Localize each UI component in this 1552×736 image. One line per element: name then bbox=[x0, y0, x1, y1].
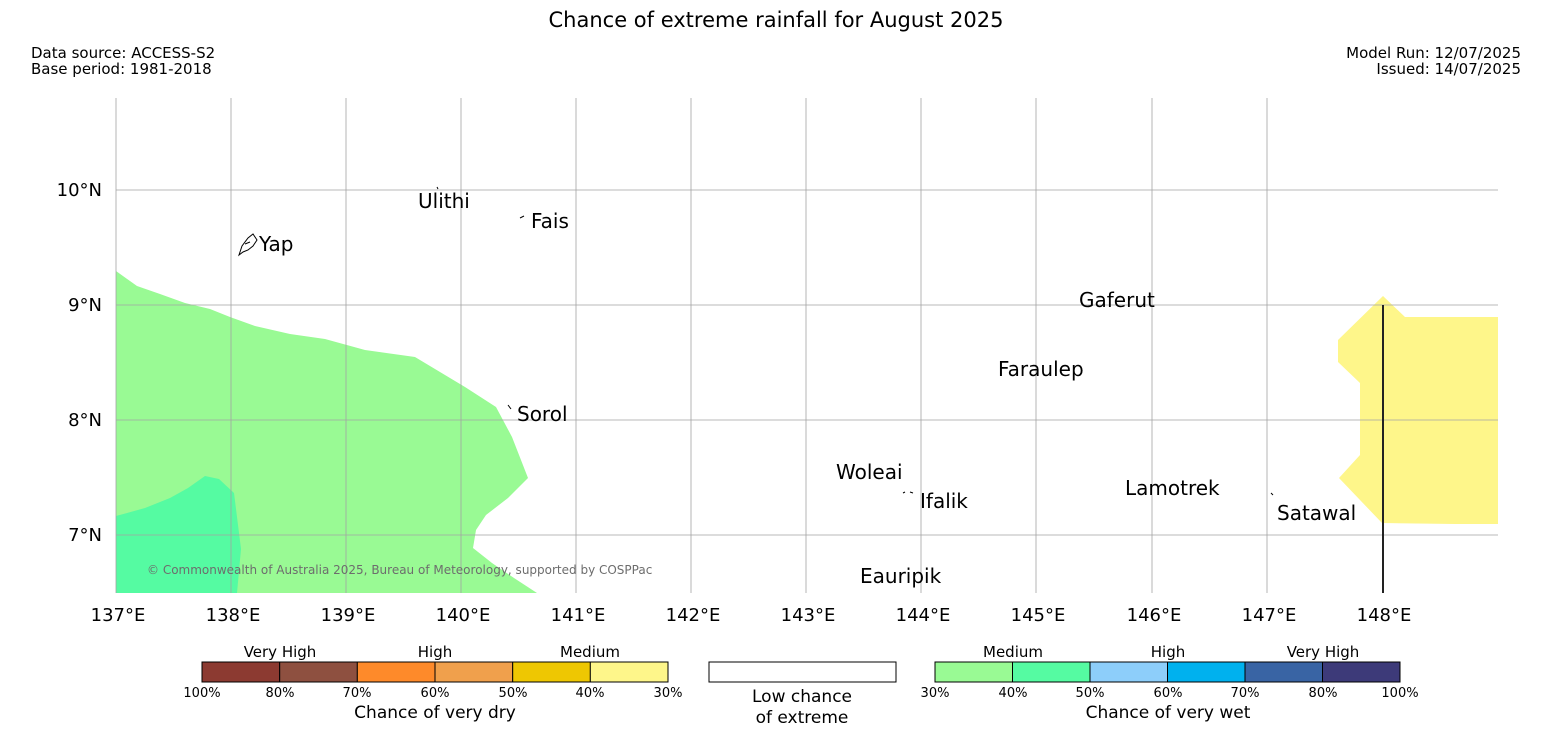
low-chance-line-1: Low chance bbox=[752, 687, 852, 707]
lon-tick-label: 142°E bbox=[666, 605, 721, 626]
lon-tick-label: 137°E bbox=[91, 605, 146, 626]
yap-island-icon bbox=[238, 233, 258, 257]
place-label: Ifalik bbox=[920, 489, 968, 513]
lat-tick-label: 8°N bbox=[68, 410, 102, 431]
legend-category-label: Medium bbox=[560, 643, 620, 661]
place-label: Woleai bbox=[836, 460, 903, 484]
latitude-tick-labels: 10°N 9°N 8°N 7°N bbox=[57, 180, 102, 546]
place-label: Satawal bbox=[1277, 501, 1356, 525]
legend-category-label: High bbox=[1151, 643, 1185, 661]
dry-legend-ticks: 100% 80% 70% 60% 50% 40% 30% bbox=[183, 686, 682, 701]
legend-tick-label: 30% bbox=[654, 686, 683, 701]
wet-legend-ticks: 30% 40% 50% 60% 70% 80% 100% bbox=[921, 686, 1419, 701]
place-label: Ulithi bbox=[418, 189, 470, 213]
base-period: Base period: 1981-2018 bbox=[31, 60, 212, 78]
legend-category-label: High bbox=[418, 643, 452, 661]
lon-tick-label: 139°E bbox=[321, 605, 376, 626]
legend-tick-label: 50% bbox=[499, 686, 528, 701]
wet-region-medium-high bbox=[116, 476, 241, 593]
low-chance-swatch bbox=[708, 661, 897, 683]
legend-tick-label: 80% bbox=[1309, 686, 1338, 701]
sorol-island-icon bbox=[507, 404, 512, 410]
model-run-info: Model Run: 12/07/2025 Issued: 14/07/2025 bbox=[1346, 45, 1521, 77]
map-title: Chance of extreme rainfall for August 20… bbox=[548, 8, 1004, 32]
legend-category-label: Very High bbox=[1287, 643, 1360, 661]
legend-swatch bbox=[589, 661, 669, 683]
place-label: Eauripik bbox=[860, 564, 942, 588]
copyright-notice: © Commonwealth of Australia 2025, Bureau… bbox=[147, 563, 652, 577]
model-run: Model Run: 12/07/2025 bbox=[1346, 44, 1521, 62]
legend-swatch bbox=[201, 661, 281, 683]
place-label: Sorol bbox=[517, 402, 568, 426]
legend-swatch bbox=[1322, 661, 1401, 683]
legend-tick-label: 100% bbox=[1381, 686, 1418, 701]
dry-legend-caption: Chance of very dry bbox=[354, 703, 516, 723]
satawal-island-icon bbox=[1270, 492, 1274, 496]
lat-tick-label: 10°N bbox=[57, 180, 102, 201]
legend-swatch bbox=[1012, 661, 1091, 683]
island-shapes bbox=[238, 186, 1274, 496]
longitude-gridlines bbox=[115, 98, 1268, 593]
legend-tick-label: 70% bbox=[343, 686, 372, 701]
lon-tick-label: 148°E bbox=[1357, 605, 1412, 626]
wet-legend: Medium High Very High 30% 40% 50% 60% 70… bbox=[921, 643, 1419, 723]
legend-swatch bbox=[1244, 661, 1323, 683]
fais-island-icon bbox=[519, 215, 525, 219]
place-label: Faraulep bbox=[998, 357, 1084, 381]
dry-legend: Very High High Medium 100% 80% 70% 60% 5… bbox=[183, 643, 682, 723]
lon-tick-label: 138°E bbox=[206, 605, 261, 626]
legend-swatch bbox=[1167, 661, 1246, 683]
lon-tick-label: 145°E bbox=[1011, 605, 1066, 626]
wet-legend-swatches bbox=[934, 661, 1401, 683]
place-label: Gaferut bbox=[1079, 288, 1155, 312]
lon-tick-label: 144°E bbox=[896, 605, 951, 626]
legend-category-label: Medium bbox=[983, 643, 1043, 661]
ifalik-island-icon bbox=[902, 491, 914, 494]
place-labels: Yap Ulithi Fais Sorol Gaferut Faraulep W… bbox=[258, 189, 1356, 588]
dry-legend-swatches bbox=[201, 661, 669, 683]
legend-tick-label: 50% bbox=[1076, 686, 1105, 701]
place-label: Yap bbox=[258, 232, 293, 256]
legend-tick-label: 70% bbox=[1231, 686, 1260, 701]
lon-tick-label: 140°E bbox=[436, 605, 491, 626]
legend-tick-label: 40% bbox=[999, 686, 1028, 701]
issued-date: Issued: 14/07/2025 bbox=[1376, 60, 1521, 78]
legend-swatch bbox=[279, 661, 358, 683]
legend-tick-label: 60% bbox=[1154, 686, 1183, 701]
lon-tick-label: 141°E bbox=[551, 605, 606, 626]
low-chance-label: Low chance of extreme bbox=[702, 687, 902, 729]
legend-swatch bbox=[356, 661, 436, 683]
legend-tick-label: 60% bbox=[421, 686, 450, 701]
legend-swatch bbox=[934, 661, 1013, 683]
legend-tick-label: 30% bbox=[921, 686, 950, 701]
legend-category-label: Very High bbox=[244, 643, 317, 661]
place-label: Lamotrek bbox=[1125, 476, 1220, 500]
lat-tick-label: 9°N bbox=[68, 295, 102, 316]
legend-swatch bbox=[434, 661, 514, 683]
lon-tick-label: 143°E bbox=[781, 605, 836, 626]
place-label: Fais bbox=[531, 209, 569, 233]
legend-swatch bbox=[1089, 661, 1168, 683]
lat-tick-label: 7°N bbox=[68, 525, 102, 546]
data-source: Data source: ACCESS-S2 bbox=[31, 44, 216, 62]
lon-tick-label: 146°E bbox=[1127, 605, 1182, 626]
legend-tick-label: 80% bbox=[266, 686, 295, 701]
longitude-tick-labels: 137°E 138°E 139°E 140°E 141°E 142°E 143°… bbox=[91, 605, 1412, 626]
latitude-gridlines bbox=[116, 189, 1498, 536]
data-source-info: Data source: ACCESS-S2 Base period: 1981… bbox=[31, 45, 215, 77]
legend-tick-label: 100% bbox=[183, 686, 220, 701]
ulithi-island-icon bbox=[436, 186, 439, 190]
dry-legend-categories: Very High High Medium bbox=[244, 643, 620, 661]
lon-tick-label: 147°E bbox=[1242, 605, 1297, 626]
legend-tick-label: 40% bbox=[576, 686, 605, 701]
wet-legend-categories: Medium High Very High bbox=[983, 643, 1359, 661]
legend-swatch bbox=[512, 661, 591, 683]
wet-legend-caption: Chance of very wet bbox=[1086, 703, 1251, 723]
low-chance-line-2: of extreme bbox=[755, 708, 849, 728]
dry-region-medium bbox=[1338, 296, 1498, 524]
